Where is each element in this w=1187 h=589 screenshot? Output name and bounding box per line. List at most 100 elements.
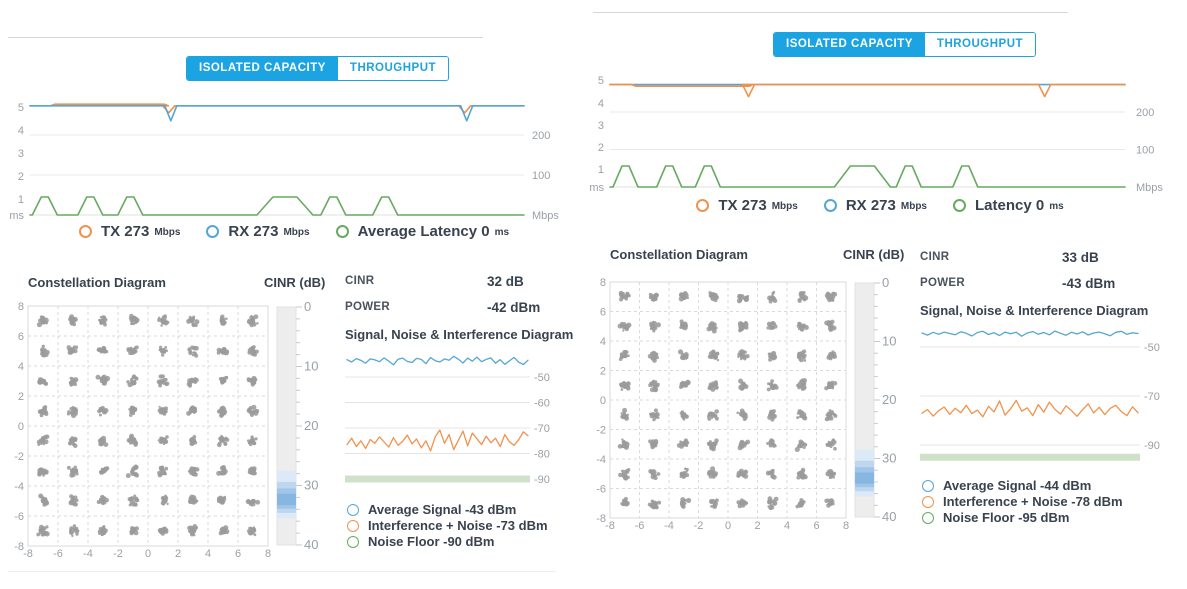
noise-floor-legend-icon <box>922 511 934 524</box>
divider <box>8 37 483 38</box>
chart-legend: TX 273 Mbps RX 273 Mbps Average Latency … <box>24 220 564 242</box>
cinr-stat-label: CINR <box>345 275 375 287</box>
signal-legend-icon <box>922 479 934 492</box>
svg-text:1: 1 <box>18 194 24 206</box>
sni-chart: -50 -70 -90 <box>920 330 1160 461</box>
svg-text:-60: -60 <box>534 398 550 410</box>
tab-isolated-capacity[interactable]: ISOLATED CAPACITY <box>774 33 925 56</box>
svg-text:2: 2 <box>175 548 181 560</box>
signal-legend-label: Average Signal -43 dBm <box>368 502 517 517</box>
svg-text:30: 30 <box>304 478 318 493</box>
svg-text:-4: -4 <box>596 454 606 466</box>
svg-text:-70: -70 <box>1144 391 1160 403</box>
svg-text:200: 200 <box>1136 107 1154 119</box>
tx-legend-label: TX 273 <box>718 196 767 214</box>
power-stat-value: -43 dBm <box>1062 276 1116 291</box>
svg-text:5: 5 <box>18 102 24 114</box>
legend-item-tx: TX 273 Mbps <box>78 222 180 240</box>
latency-legend-icon <box>952 198 966 212</box>
legend-item-rx: RX 273 Mbps <box>206 222 310 240</box>
cinr-gauge-title: CINR (dB) <box>843 247 905 262</box>
svg-text:-8: -8 <box>14 541 24 553</box>
interference-legend-label: Interference + Noise -73 dBm <box>368 518 548 533</box>
view-toggle: ISOLATED CAPACITY THROUGHPUT <box>773 32 1037 57</box>
tab-throughput[interactable]: THROUGHPUT <box>337 57 449 80</box>
svg-text:8: 8 <box>265 548 271 560</box>
svg-text:4: 4 <box>205 548 211 560</box>
throughput-latency-chart: 5 4 3 2 1 ms 200 100 Mbps <box>9 102 559 222</box>
svg-text:200: 200 <box>532 130 550 142</box>
svg-text:6: 6 <box>235 548 241 560</box>
constellation-diagram: -8-8 -6 -6 -4 -4 -2 -2 0 0 2 2 4 4 6 6 8 8 <box>14 301 271 560</box>
svg-text:100: 100 <box>1136 145 1154 157</box>
svg-text:8: 8 <box>18 301 24 313</box>
svg-text:-80: -80 <box>534 449 550 461</box>
noise-floor-legend-label: Noise Floor -90 dBm <box>368 534 495 549</box>
tab-isolated-capacity[interactable]: ISOLATED CAPACITY <box>187 57 338 80</box>
interference-legend-icon <box>347 519 359 532</box>
cinr-stat-value: 33 dB <box>1062 250 1099 265</box>
tx-legend-unit: Mbps <box>771 201 798 212</box>
constellation-diagram: -8-8 -6 -6 -4 -4 -2 -2 0 0 2 2 4 4 6 6 8 8 <box>596 277 849 532</box>
tx-legend-label: TX 273 <box>100 222 150 240</box>
svg-text:-6: -6 <box>14 511 24 523</box>
latency-legend-icon <box>335 224 349 238</box>
sni-legend-noise-floor: Noise Floor -95 dBm <box>922 510 1123 525</box>
sni-chart: -50 -60 -70 -80 -90 <box>345 355 550 486</box>
svg-text:-2: -2 <box>14 451 24 463</box>
svg-text:8: 8 <box>843 520 849 532</box>
sni-title: Signal, Noise & Interference Diagram <box>920 303 1149 318</box>
svg-text:5: 5 <box>598 75 604 87</box>
svg-text:2: 2 <box>18 391 24 403</box>
svg-text:4: 4 <box>18 361 24 373</box>
rx-legend-label: RX 273 <box>845 196 896 214</box>
tab-throughput[interactable]: THROUGHPUT <box>924 33 1036 56</box>
divider <box>593 12 1068 13</box>
svg-text:20: 20 <box>304 418 318 433</box>
svg-text:-2: -2 <box>694 520 704 532</box>
rx-legend-unit: Mbps <box>900 201 927 212</box>
svg-text:-50: -50 <box>1144 342 1160 354</box>
rx-legend-icon <box>823 198 837 212</box>
rx-legend-unit: Mbps <box>283 227 310 238</box>
sni-legend-interference: Interference + Noise -78 dBm <box>922 494 1123 509</box>
power-stat-label: POWER <box>920 277 965 289</box>
svg-text:0: 0 <box>18 421 24 433</box>
svg-text:-4: -4 <box>664 520 674 532</box>
constellation-title: Constellation Diagram <box>610 247 748 262</box>
svg-text:6: 6 <box>600 307 606 319</box>
svg-text:6: 6 <box>813 520 819 532</box>
signal-legend-label: Average Signal -44 dBm <box>943 478 1092 493</box>
svg-text:0: 0 <box>725 520 731 532</box>
svg-text:-2: -2 <box>113 548 123 560</box>
svg-text:10: 10 <box>304 359 318 374</box>
cinr-gauge-title: CINR (dB) <box>264 275 326 290</box>
tx-legend-icon <box>78 224 92 238</box>
svg-text:-90: -90 <box>534 474 550 486</box>
svg-text:-6: -6 <box>53 548 63 560</box>
interference-legend-label: Interference + Noise -78 dBm <box>943 494 1123 509</box>
svg-text:4: 4 <box>600 336 606 348</box>
svg-text:100: 100 <box>532 170 550 182</box>
svg-text:2: 2 <box>600 366 606 378</box>
svg-text:1: 1 <box>598 164 604 176</box>
svg-text:40: 40 <box>304 537 318 552</box>
rx-legend-label: RX 273 <box>228 222 279 240</box>
svg-text:2: 2 <box>598 142 604 154</box>
legend-item-latency: Average Latency 0 ms <box>335 223 509 240</box>
sni-legend-interference: Interference + Noise -73 dBm <box>347 518 548 533</box>
sni-title: Signal, Noise & Interference Diagram <box>345 327 574 342</box>
interference-legend-icon <box>922 495 934 508</box>
cinr-stat-label: CINR <box>920 251 950 263</box>
svg-text:-8: -8 <box>23 548 33 560</box>
noise-floor-legend-label: Noise Floor -95 dBm <box>943 510 1070 525</box>
svg-text:-8: -8 <box>596 513 606 525</box>
power-stat-label: POWER <box>345 301 390 313</box>
svg-text:3: 3 <box>598 120 604 132</box>
latency-legend-label: Latency 0 <box>974 196 1045 214</box>
sni-legend-signal: Average Signal -43 dBm <box>347 502 548 517</box>
sni-legend-signal: Average Signal -44 dBm <box>922 478 1123 493</box>
chart-legend: TX 273 Mbps RX 273 Mbps Latency 0 ms <box>600 194 1160 216</box>
svg-text:-2: -2 <box>596 425 606 437</box>
svg-text:-6: -6 <box>596 484 606 496</box>
